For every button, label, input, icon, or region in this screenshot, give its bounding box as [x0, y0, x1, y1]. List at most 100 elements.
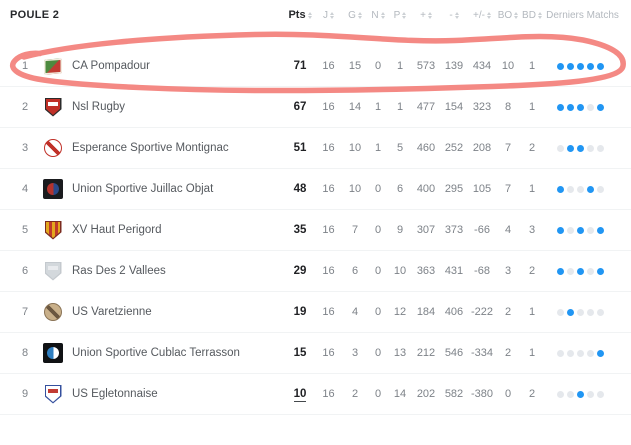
column-header-j[interactable]: J: [315, 10, 342, 21]
stat-cell: 2: [528, 265, 536, 277]
table-row[interactable]: 8 Union Sportive Cublac Terrasson 15 16 3 0 13…: [0, 333, 631, 374]
stat-cell: 10: [393, 265, 407, 277]
stat-cell: 14: [348, 101, 362, 113]
stat-cell: 1: [528, 347, 536, 359]
sort-carets-icon[interactable]: [402, 11, 407, 19]
team-logo-icon: [43, 179, 63, 199]
team-logo-icon: [44, 220, 62, 240]
stat-cell: 295: [444, 183, 464, 195]
rank-cell: 3: [21, 142, 29, 154]
match-result-dot-blue: [557, 226, 564, 234]
table-row[interactable]: 4 Union Sportive Juillac Objat 48 16 10 0 6 400…: [0, 169, 631, 210]
table-row[interactable]: 5 XV Haut Perigord 35 16 7 0 9 307 373 -66 4 3: [0, 210, 631, 251]
table-row[interactable]: 3 Esperance Sportive Montignac 51 16 10 1 5 460…: [0, 128, 631, 169]
stat-cell: 6: [396, 183, 404, 195]
match-result-dot-blue: [577, 226, 584, 234]
column-header-label: N: [371, 9, 379, 21]
logo-emblem: [47, 183, 59, 195]
column-header-derniers-matchs[interactable]: Derniers Matchs: [544, 10, 621, 21]
match-result-dot-gray: [567, 226, 574, 234]
logo-band: [48, 265, 58, 271]
match-result-dot-gray: [587, 226, 594, 234]
column-header-pts[interactable]: Pts: [285, 9, 315, 21]
sort-carets-icon[interactable]: [307, 11, 312, 19]
stat-cell: 0: [374, 183, 382, 195]
table-row[interactable]: 9 US Egletonnaise 10 16 2 0 14 202 582 -380 0 2: [0, 374, 631, 415]
stat-cell: 406: [444, 306, 464, 318]
team-name[interactable]: Union Sportive Cublac Terrasson: [72, 347, 240, 359]
sort-carets-icon[interactable]: [514, 11, 519, 19]
column-header-bo[interactable]: BO: [496, 10, 520, 21]
column-header-[interactable]: -: [440, 10, 468, 21]
team-name[interactable]: Union Sportive Juillac Objat: [72, 183, 214, 195]
stat-cell: 16: [322, 183, 335, 195]
stat-cell: 3: [351, 347, 359, 359]
logo-cell: [40, 384, 66, 404]
table-row[interactable]: 6 Ras Des 2 Vallees 29 16 6 0 10 363 431 -68 3 2: [0, 251, 631, 292]
match-result-dot-blue: [577, 390, 584, 398]
stat-cell: 400: [416, 183, 436, 195]
column-header-[interactable]: +: [412, 10, 440, 21]
stat-cell: 0: [374, 306, 382, 318]
team-name[interactable]: Nsl Rugby: [72, 101, 126, 113]
stat-cell: 0: [374, 224, 382, 236]
logo-cell: [40, 57, 66, 75]
stat-cell: 105: [472, 183, 492, 195]
column-header-bd[interactable]: BD: [520, 10, 544, 21]
team-name[interactable]: CA Pompadour: [72, 60, 150, 72]
team-name[interactable]: Ras Des 2 Vallees: [72, 265, 166, 277]
column-header-label: Pts: [288, 9, 306, 21]
sort-carets-icon[interactable]: [357, 11, 362, 19]
sort-carets-icon[interactable]: [380, 11, 385, 19]
points-cell: 51: [293, 142, 307, 154]
match-result-dot-gray: [597, 185, 604, 193]
stat-cell: 2: [504, 306, 512, 318]
logo-body: [46, 99, 60, 115]
stat-cell: 16: [322, 388, 335, 400]
stat-cell: 4: [351, 306, 359, 318]
table-row[interactable]: 2 Nsl Rugby 67 16 14 1 1 477 154 323 8 1: [0, 87, 631, 128]
stat-cell: 2: [528, 388, 536, 400]
stat-cell: 2: [351, 388, 359, 400]
stat-cell: 323: [472, 101, 492, 113]
logo-band: [48, 101, 58, 107]
stat-cell: 0: [504, 388, 512, 400]
stat-cell: 10: [348, 183, 362, 195]
column-header-[interactable]: +/-: [468, 10, 496, 21]
stat-cell: 1: [528, 183, 536, 195]
stat-cell: 3: [528, 224, 536, 236]
stat-cell: 4: [504, 224, 512, 236]
sort-carets-icon[interactable]: [427, 11, 432, 19]
last-matches-indicator: [544, 144, 621, 152]
match-result-dot-gray: [597, 390, 604, 398]
column-header-n[interactable]: N: [368, 10, 388, 21]
match-result-dot-gray: [587, 308, 594, 316]
logo-stripes: [46, 222, 60, 238]
column-header-p[interactable]: P: [388, 10, 412, 21]
match-result-dot-gray: [557, 308, 564, 316]
team-name[interactable]: US Varetzienne: [72, 306, 152, 318]
match-result-dot-gray: [577, 185, 584, 193]
match-result-dot-blue: [577, 267, 584, 275]
stat-cell: 546: [444, 347, 464, 359]
table-header-row: POULE 2 Pts J G N P + - +/- BO BD Derniers Matchs: [0, 0, 631, 30]
team-name[interactable]: XV Haut Perigord: [72, 224, 162, 236]
table-row[interactable]: 1 CA Pompadour 71 16 15 0 1 573 139 434 10 1: [0, 46, 631, 87]
column-header-label: P: [393, 9, 401, 21]
match-result-dot-gray: [587, 267, 594, 275]
sort-carets-icon[interactable]: [537, 11, 542, 19]
sort-carets-icon[interactable]: [330, 11, 334, 19]
sort-carets-icon[interactable]: [454, 11, 459, 19]
team-name[interactable]: US Egletonnaise: [72, 388, 158, 400]
column-header-g[interactable]: G: [342, 10, 368, 21]
table-row[interactable]: 7 US Varetzienne 19 16 4 0 12 184 406 -222 2 1: [0, 292, 631, 333]
column-header-label: BD: [522, 9, 536, 21]
sort-carets-icon[interactable]: [486, 11, 491, 19]
match-result-dot-gray: [557, 144, 564, 152]
stat-cell: 1: [374, 101, 382, 113]
stat-cell: -334: [470, 347, 494, 359]
match-result-dot-gray: [567, 267, 574, 275]
match-result-dot-gray: [587, 103, 594, 111]
team-name[interactable]: Esperance Sportive Montignac: [72, 142, 229, 154]
logo-cell: [40, 261, 66, 281]
